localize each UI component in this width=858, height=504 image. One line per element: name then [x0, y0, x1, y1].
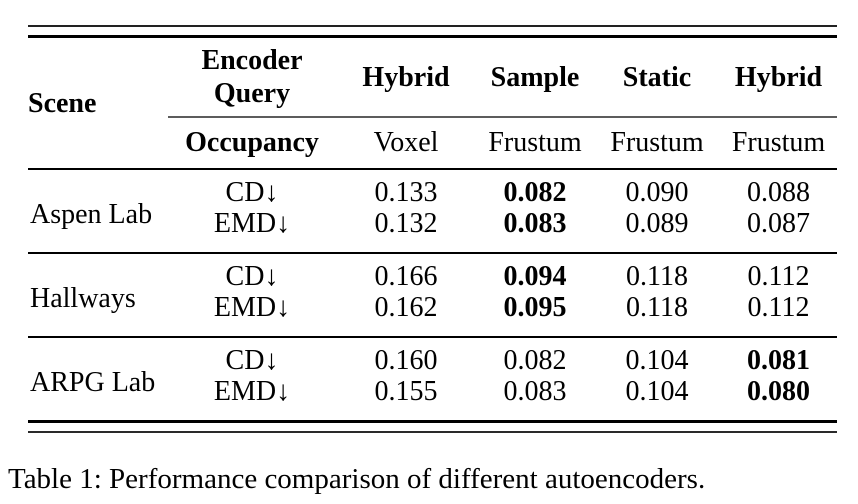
value-cell: 0.132: [336, 208, 476, 254]
results-table: Scene Encoder Query Hybrid Sample Static…: [28, 38, 837, 420]
value-cell: 0.087: [720, 208, 837, 254]
value-cell: 0.162: [336, 292, 476, 338]
header-row-encoder: Scene Encoder Query Hybrid Sample Static…: [28, 38, 837, 170]
value-cell: 0.155: [374, 376, 438, 407]
metric-cell: CD↓: [225, 177, 279, 208]
scene-cell: ARPG Lab: [30, 367, 156, 398]
value-cell: 0.080: [747, 376, 810, 407]
value-cell: 0.133: [374, 177, 438, 208]
value-cell: 0.160: [374, 345, 438, 376]
value-cell: 0.094: [503, 261, 567, 292]
value-cell: 0.112: [747, 261, 810, 292]
table-row: Hallways CD↓ 0.166 0.094 0.118 0.112: [28, 253, 837, 338]
value-cell: 0.089: [594, 208, 720, 254]
col-header-occupancy: Occupancy: [168, 117, 336, 170]
col-header-method-4: Hybrid: [720, 38, 837, 118]
value-cell: 0.088: [747, 177, 810, 208]
header-row-query: Occupancy Voxel Frustum Frustum Frustum: [28, 117, 837, 170]
value-cell: 0.082: [503, 345, 567, 376]
table-top-double-rule: [28, 25, 837, 38]
value-cell: 0.082: [503, 177, 567, 208]
col-header-method-2: Sample: [476, 38, 594, 118]
encoder-label-line2: Query: [213, 78, 291, 109]
value-cell: 0.118: [594, 292, 720, 338]
table-caption: Table 1: Performance comparison of diffe…: [8, 463, 706, 495]
value-cell: 0.112: [720, 292, 837, 338]
value-cell: 0.166: [374, 261, 438, 292]
metric-cell: EMD↓: [168, 208, 336, 254]
scene-cell: Hallways: [28, 253, 168, 338]
col-header-method-3: Static: [594, 38, 720, 118]
value-cell: 0.104: [625, 345, 689, 376]
encoder-label-line1: Encoder: [201, 45, 303, 76]
table-bottom-double-rule: [28, 420, 837, 433]
table-row: EMD↓ 0.132 0.083 0.089 0.087: [28, 208, 837, 254]
col-query-1: Voxel: [336, 117, 476, 170]
scene-cell: Aspen Lab: [28, 169, 168, 254]
metric-cell: EMD↓: [213, 376, 291, 407]
col-header-scene: Scene: [28, 38, 168, 170]
value-cell: 0.083: [503, 376, 567, 407]
table-container: Scene Encoder Query Hybrid Sample Static…: [28, 25, 837, 433]
value-cell: 0.083: [476, 208, 594, 254]
value-cell: 0.118: [626, 261, 688, 292]
col-query-4: Frustum: [720, 117, 837, 170]
table-row: ARPG Lab CD↓ 0.160 0.082 0.104 0.081: [28, 337, 837, 398]
metric-cell: CD↓: [225, 345, 279, 376]
col-query-3: Frustum: [594, 117, 720, 170]
col-query-2: Frustum: [476, 117, 594, 170]
value-cell: 0.095: [476, 292, 594, 338]
col-header-encoder-query: Encoder Query: [168, 38, 336, 118]
metric-cell: EMD↓: [168, 292, 336, 338]
value-cell: 0.104: [625, 376, 689, 407]
value-cell: 0.090: [625, 177, 689, 208]
table-row: EMD↓ 0.155 0.083 0.104 0.080: [28, 376, 837, 420]
col-header-method-1: Hybrid: [336, 38, 476, 118]
table-row: Aspen Lab CD↓ 0.133 0.082 0.090 0.088: [28, 169, 837, 254]
value-cell: 0.081: [747, 345, 810, 376]
metric-cell: CD↓: [225, 261, 279, 292]
table-row: EMD↓ 0.162 0.095 0.118 0.112: [28, 292, 837, 338]
